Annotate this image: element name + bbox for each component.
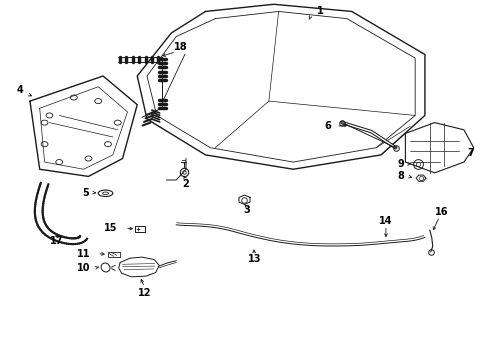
- Text: 16: 16: [434, 207, 448, 217]
- Text: 10: 10: [77, 263, 90, 273]
- Text: 7: 7: [467, 148, 474, 158]
- Text: 6: 6: [324, 121, 330, 131]
- Text: 3: 3: [243, 206, 250, 216]
- Text: 18: 18: [174, 42, 187, 52]
- Text: 1: 1: [316, 6, 323, 17]
- Text: 5: 5: [82, 188, 89, 198]
- Text: 8: 8: [396, 171, 403, 181]
- Bar: [108, 252, 120, 257]
- Text: 4: 4: [17, 85, 23, 95]
- Text: 9: 9: [396, 159, 403, 169]
- Text: 2: 2: [182, 179, 189, 189]
- Text: 12: 12: [138, 288, 151, 298]
- Text: 13: 13: [247, 254, 261, 264]
- Text: 11: 11: [77, 248, 90, 258]
- Text: 15: 15: [103, 224, 117, 233]
- Text: 14: 14: [378, 216, 392, 226]
- Text: 17: 17: [50, 236, 63, 246]
